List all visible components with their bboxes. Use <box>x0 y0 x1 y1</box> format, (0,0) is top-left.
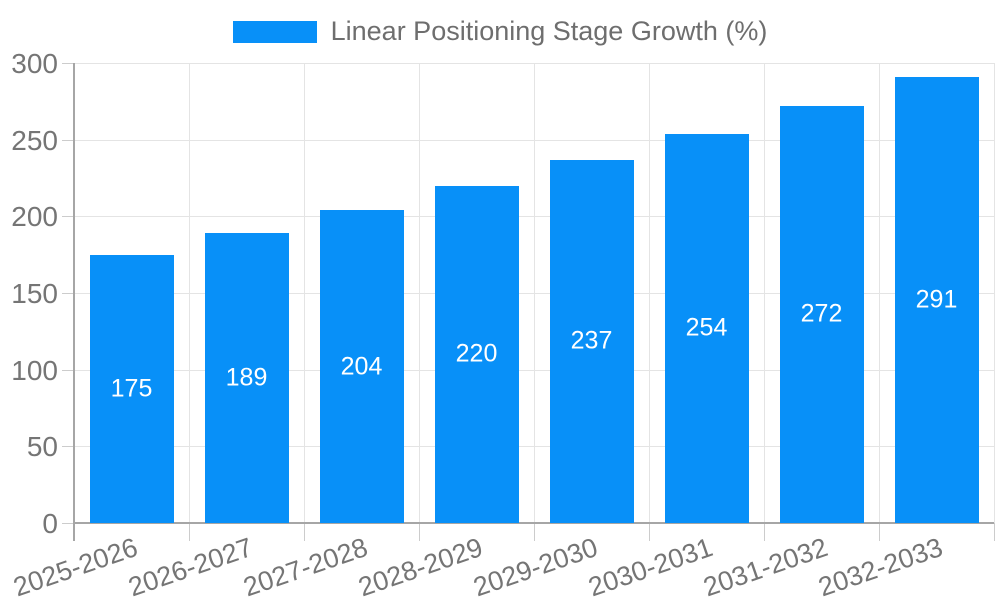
y-axis-label: 300 <box>11 48 58 79</box>
bar-value-label: 272 <box>800 299 843 328</box>
x-gridline <box>994 63 995 523</box>
bar[interactable]: 291 <box>894 76 979 523</box>
legend-label: Linear Positioning Stage Growth (%) <box>330 16 768 46</box>
x-gridline <box>419 63 420 523</box>
x-axis-tick <box>994 523 995 541</box>
bar[interactable]: 220 <box>434 185 519 523</box>
y-axis-label: 100 <box>11 354 58 386</box>
x-axis-line <box>74 522 994 524</box>
bar[interactable]: 175 <box>89 254 174 523</box>
bar[interactable]: 204 <box>319 210 404 523</box>
y-axis-tick <box>62 446 74 448</box>
x-gridline <box>764 63 765 523</box>
x-axis-tick <box>419 523 420 541</box>
y-axis-label: 250 <box>11 124 58 156</box>
y-axis-tick <box>62 523 74 524</box>
y-axis-label: 150 <box>11 278 58 309</box>
x-axis-tick <box>189 523 190 541</box>
y-axis-tick <box>62 216 74 218</box>
x-axis-tick <box>764 523 765 541</box>
x-gridline <box>879 63 880 523</box>
legend-swatch <box>232 20 317 43</box>
x-axis-tick <box>304 523 305 541</box>
bar[interactable]: 189 <box>204 233 289 523</box>
bar[interactable]: 272 <box>779 105 864 523</box>
bar-value-label: 204 <box>340 352 383 381</box>
x-gridline <box>534 63 535 523</box>
x-axis-tick <box>534 523 535 541</box>
x-axis-tick <box>649 523 650 541</box>
bar[interactable]: 237 <box>549 159 634 523</box>
x-gridline <box>304 63 305 523</box>
x-axis-tick <box>879 523 880 541</box>
y-axis-line <box>73 63 75 541</box>
y-axis-tick <box>62 63 74 64</box>
bar-value-label: 237 <box>570 326 613 355</box>
bar-value-label: 189 <box>225 363 268 392</box>
bar-value-label: 220 <box>455 339 498 368</box>
x-gridline <box>649 63 650 523</box>
bar-value-label: 291 <box>915 285 958 314</box>
bar-value-label: 175 <box>110 374 153 403</box>
y-axis-tick <box>62 369 74 371</box>
y-axis-tick <box>62 139 74 141</box>
chart-legend[interactable]: Linear Positioning Stage Growth (%) <box>0 16 1000 47</box>
bar[interactable]: 254 <box>664 133 749 523</box>
x-gridline <box>189 63 190 523</box>
y-axis-label: 0 <box>42 508 58 539</box>
y-axis-tick <box>62 293 74 294</box>
y-axis-label: 50 <box>26 431 58 463</box>
bar-value-label: 254 <box>685 313 728 342</box>
y-axis-label: 200 <box>11 201 58 233</box>
